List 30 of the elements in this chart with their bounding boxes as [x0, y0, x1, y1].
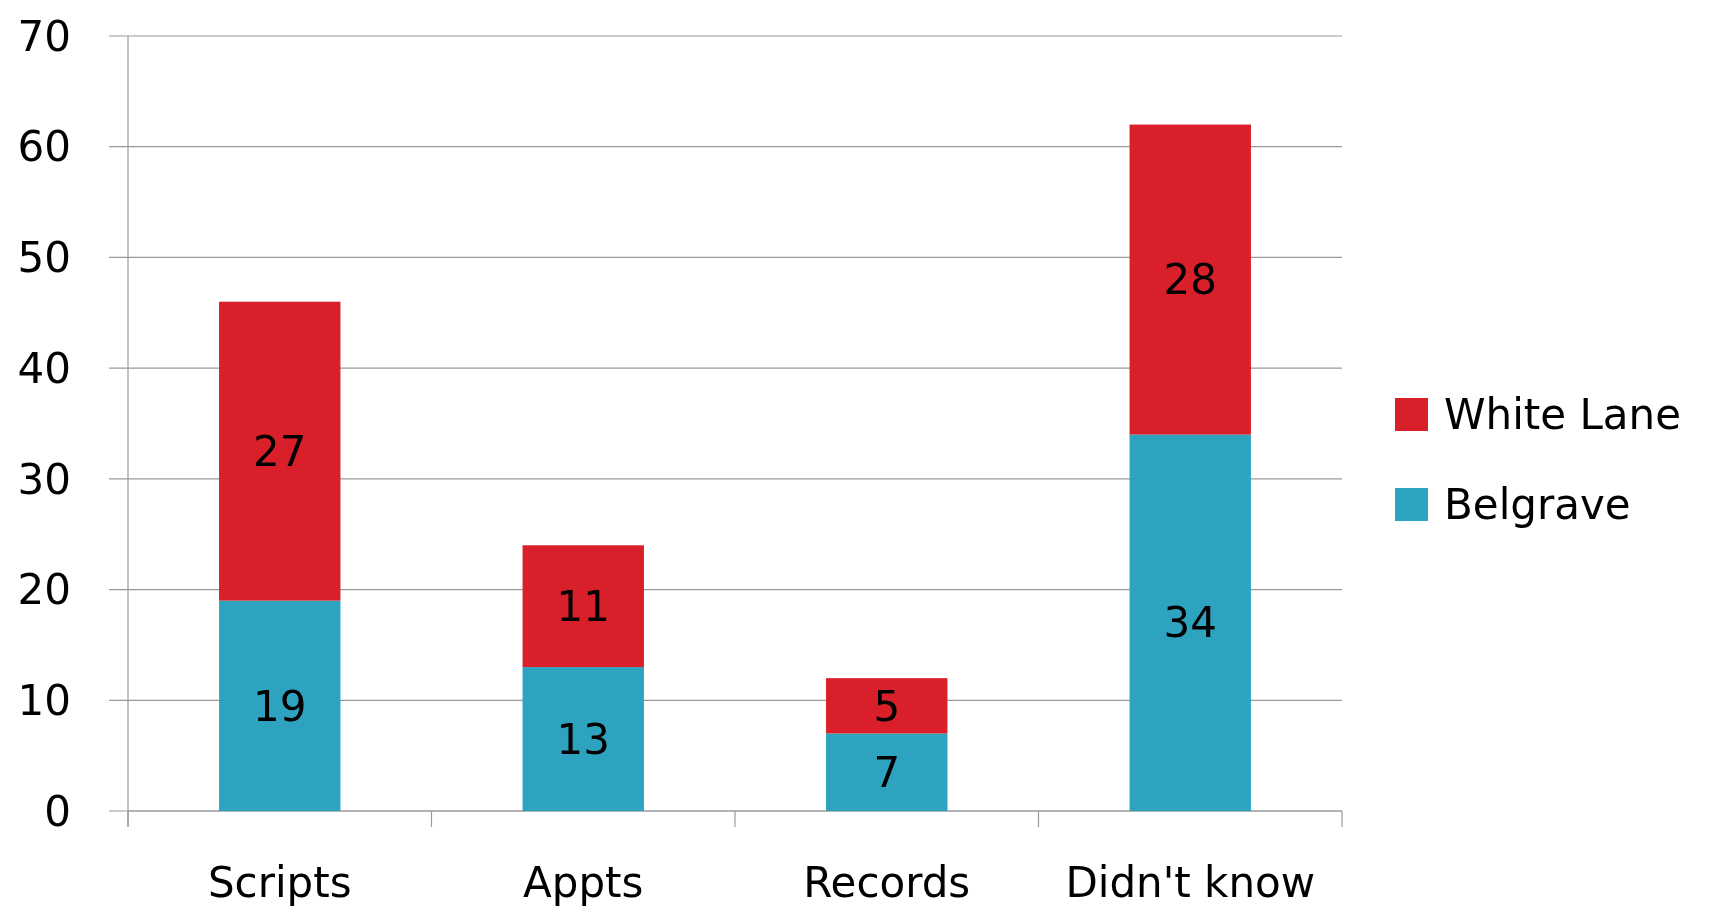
x-tick-label: Didn't know: [1065, 857, 1316, 907]
y-tick-label: 0: [44, 786, 71, 836]
data-label: 5: [873, 681, 901, 731]
bar: [826, 733, 948, 811]
data-label: 13: [556, 714, 610, 764]
data-label: 28: [1163, 255, 1217, 305]
y-tick-label: 40: [17, 343, 71, 393]
data-label: 7: [873, 747, 901, 797]
legend-label: White Lane: [1444, 389, 1682, 439]
data-label: 34: [1163, 598, 1217, 648]
y-tick-label: 50: [17, 233, 71, 283]
data-label: 27: [253, 426, 307, 476]
bar: [1129, 124, 1251, 435]
y-tick-label: 20: [17, 565, 71, 615]
bar: [826, 678, 948, 734]
y-tick-label: 70: [17, 11, 71, 61]
y-tick-label: 30: [17, 454, 71, 504]
y-tick-label: 10: [17, 675, 71, 725]
legend-label: Belgrave: [1444, 479, 1631, 529]
bar: [1129, 434, 1251, 811]
bar: [522, 667, 644, 811]
x-tick-label: Scripts: [207, 857, 352, 907]
x-tick-label: Appts: [523, 857, 644, 907]
data-label: 11: [556, 581, 610, 631]
x-tick-label: Records: [803, 857, 971, 907]
bar: [219, 301, 341, 601]
bar: [219, 600, 341, 811]
bar: [522, 545, 644, 668]
y-tick-label: 60: [17, 122, 71, 172]
data-label: 19: [253, 681, 307, 731]
